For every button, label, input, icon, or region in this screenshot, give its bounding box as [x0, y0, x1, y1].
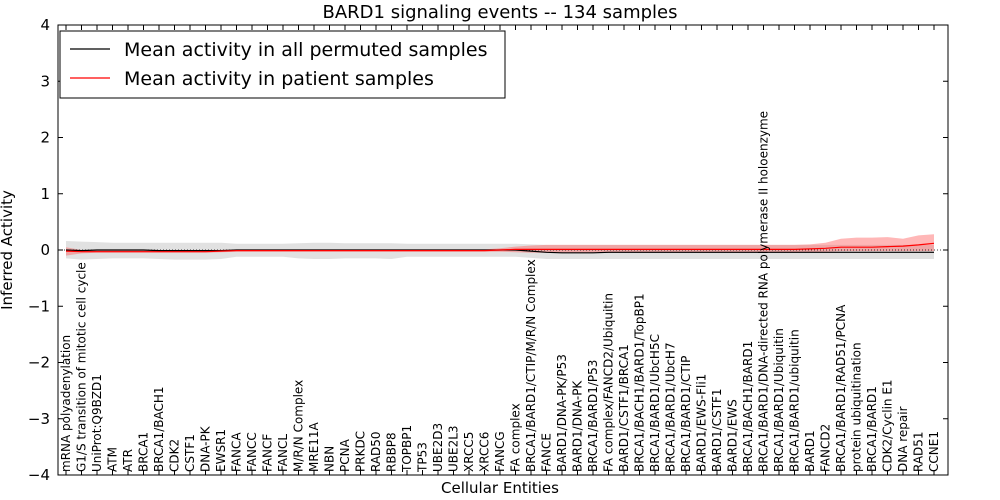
x-tick-label: TP53 [416, 442, 430, 473]
x-tick-label: CCNE1 [927, 431, 941, 472]
x-tick-label: BRCA1/BARD1/P53 [586, 360, 600, 472]
x-tick-label: BRCA1 [137, 432, 151, 472]
x-tick-label: protein ubiquitination [850, 342, 864, 472]
x-tick-label: DNA repair [896, 406, 910, 472]
legend-box [59, 30, 506, 99]
y-tick-label: 1 [40, 185, 50, 203]
x-tick-label: ATM [106, 447, 120, 472]
x-tick-label: BARD1/DNA-PK [571, 380, 585, 472]
x-axis-label: Cellular Entities [441, 479, 559, 497]
y-tick-label: −1 [28, 297, 50, 315]
x-tick-label: UniProt:Q9BZD1 [90, 374, 104, 472]
x-tick-label: PCNA [338, 438, 352, 472]
y-tick-label: −4 [28, 466, 50, 484]
x-tick-label: BRCA1/BARD1/ubiquitin [788, 329, 802, 472]
y-axis-label: Inferred Activity [0, 190, 16, 310]
x-tick-label: BARD1/EWS-Fli1 [695, 374, 709, 472]
x-tick-label: M/R/N Complex [292, 380, 306, 472]
y-tick-label: 4 [40, 16, 50, 34]
x-tick-label: DNA-PK [199, 425, 213, 472]
series-line-mean-activity-in-patient-samples [65, 242, 935, 253]
x-tick-label: FANCC [245, 432, 259, 472]
x-tick-label: XRCC6 [478, 432, 492, 472]
x-tick-label: BRCA1/BACH1 [152, 386, 166, 472]
axis-ticks: −4 −3 −2 −1 0 1 2 3 4 mRNA polyadenylation G1/S tr… [28, 16, 948, 484]
x-tick-label: BRCA1/BARD1/Ubiquitin [772, 328, 786, 472]
x-tick-label: ATR [121, 449, 135, 472]
x-tick-label: FA complex [509, 403, 523, 472]
x-tick-label: BRCA1/BACH1/BARD1/TopBP1 [633, 293, 647, 472]
x-tick-label: XRCC5 [462, 432, 476, 472]
x-tick-label: FANCL [276, 434, 290, 472]
x-tick-label: BRCA1/BARD1/CTIP [679, 356, 693, 472]
x-tick-label: RBBP8 [385, 432, 399, 472]
x-tick-label: BRCA1/BARD1/DNA-directed RNA polymerase … [757, 111, 771, 472]
x-tick-label: FANCE [540, 433, 554, 472]
x-tick-label: BRCA1/BARD1 [865, 386, 879, 472]
x-tick-label: PRKDC [354, 431, 368, 472]
x-tick-label: BRCA1/BARD1/RAD51/PCNA [834, 304, 848, 472]
plot-area [58, 234, 948, 260]
x-tick-label: FA complex/FANCD2/Ubiquitin [602, 293, 616, 472]
x-tick-label: BRCA1/BARD1/CTIP/M/R/N Complex [524, 259, 538, 472]
x-tick-label: FANCG [493, 431, 507, 472]
x-tick-label: BRCA1/BACH1/BARD1 [741, 341, 755, 472]
legend: Mean activity in all permuted samples Me… [59, 30, 506, 99]
x-tick-label: CDK2 [168, 439, 182, 472]
x-tick-label: RAD50 [369, 431, 383, 472]
x-tick-label: RAD51 [912, 431, 926, 472]
y-tick-label: 0 [40, 241, 50, 259]
x-tick-label: G1/S transition of mitotic cell cycle [75, 262, 89, 472]
x-tick-label: NBN [323, 446, 337, 472]
x-tick-label: FANCF [261, 434, 275, 472]
x-tick-label: BRCA1/BARD1/UbcH7 [664, 342, 678, 472]
x-tick-label: BARD1/CSTF1 [710, 388, 724, 472]
x-tick-label: BARD1 [803, 430, 817, 472]
y-tick-label: −2 [28, 354, 50, 372]
plot-frame [57, 24, 949, 476]
x-tick-label: FANCA [230, 432, 244, 472]
x-tick-label: UBE2D3 [431, 423, 445, 472]
x-tick-label: mRNA polyadenylation [59, 335, 73, 472]
x-tick-label: BARD1/CSTF1/BRCA1 [617, 344, 631, 472]
x-tick-label: FANCD2 [819, 424, 833, 472]
x-tick-label: BARD1/DNA-PK/P53 [555, 354, 569, 472]
x-tick-label: BRCA1/BARD1/UbcH5C [648, 334, 662, 472]
x-tick-label: BARD1/EWS [726, 399, 740, 472]
x-tick-label: UBE2L3 [447, 425, 461, 472]
x-tick-label: MRE11A [307, 421, 321, 472]
legend-label-permuted: Mean activity in all permuted samples [124, 39, 487, 61]
y-tick-label: −3 [28, 410, 50, 428]
x-tick-label: TOPBP1 [400, 425, 414, 473]
chart-title: BARD1 signaling events -- 134 samples [323, 2, 678, 23]
x-tick-label: CSTF1 [183, 434, 197, 472]
y-tick-label: 2 [40, 129, 50, 147]
x-tick-label: CDK2/Cyclin E1 [881, 379, 895, 472]
y-tick-label: 3 [40, 72, 50, 90]
legend-label-patient: Mean activity in patient samples [124, 68, 434, 90]
x-tick-label: EWSR1 [214, 429, 228, 472]
